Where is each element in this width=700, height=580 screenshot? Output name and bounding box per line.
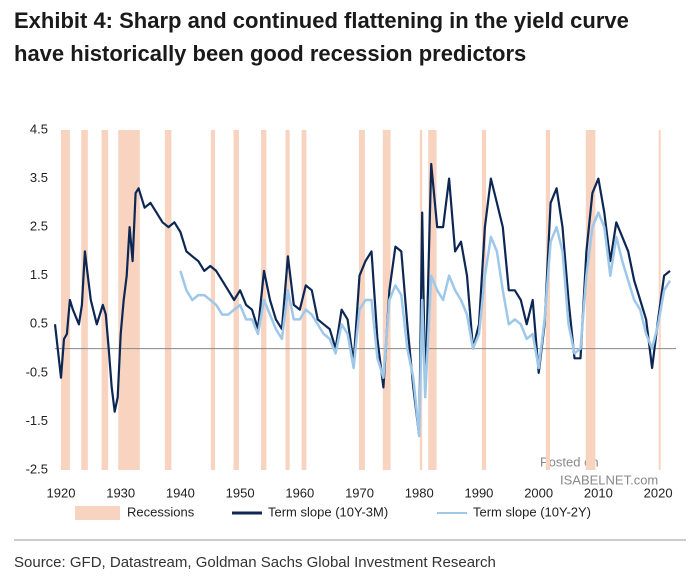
y-tick-label: 3.5 [30,170,48,185]
chart-title: have historically been good recession pr… [14,41,526,66]
recession-band [118,130,140,470]
watermark: ISABELNET.com [560,472,658,487]
legend-label: Term slope (10Y-2Y) [473,504,591,519]
y-tick-label: -2.5 [26,461,48,476]
recession-band [233,130,239,470]
y-tick-label: -0.5 [26,364,48,379]
recession-band [585,130,596,470]
watermark: Posted on [540,454,599,469]
x-tick-label: 1940 [166,485,195,500]
recession-band [481,130,487,470]
recession-band [210,130,216,470]
recession-band [382,130,391,470]
x-tick-label: 1930 [106,485,135,500]
recession-band [545,130,551,470]
y-tick-label: 2.5 [30,219,48,234]
source: Source: GFD, Datastream, Goldman Sachs G… [14,554,496,571]
x-tick-label: 1980 [405,485,434,500]
x-tick-label: 1950 [226,485,255,500]
recession-band [81,130,88,470]
x-tick-label: 1990 [464,485,493,500]
recession-band [301,130,307,470]
x-tick-label: 1970 [345,485,374,500]
y-tick-label: 0.5 [30,316,48,331]
y-tick-label: 4.5 [30,121,48,136]
recession-band [60,130,70,470]
legend-label: Term slope (10Y-3M) [268,504,388,519]
legend-swatch [75,506,120,520]
x-tick-label: 2000 [524,485,553,500]
x-tick-label: 1960 [285,485,314,500]
recession-band [101,130,109,470]
recession-band [164,130,172,470]
series-line [179,211,672,438]
chart-title: Exhibit 4: Sharp and continued flattenin… [14,8,629,33]
recession-band [428,130,437,470]
legend-label: Recessions [127,504,195,519]
x-tick-label: 2020 [644,485,673,500]
x-tick-label: 2010 [584,485,613,500]
x-tick-label: 1920 [47,485,76,500]
recession-band [358,130,365,470]
y-tick-label: -1.5 [26,413,48,428]
y-tick-label: 1.5 [30,267,48,282]
